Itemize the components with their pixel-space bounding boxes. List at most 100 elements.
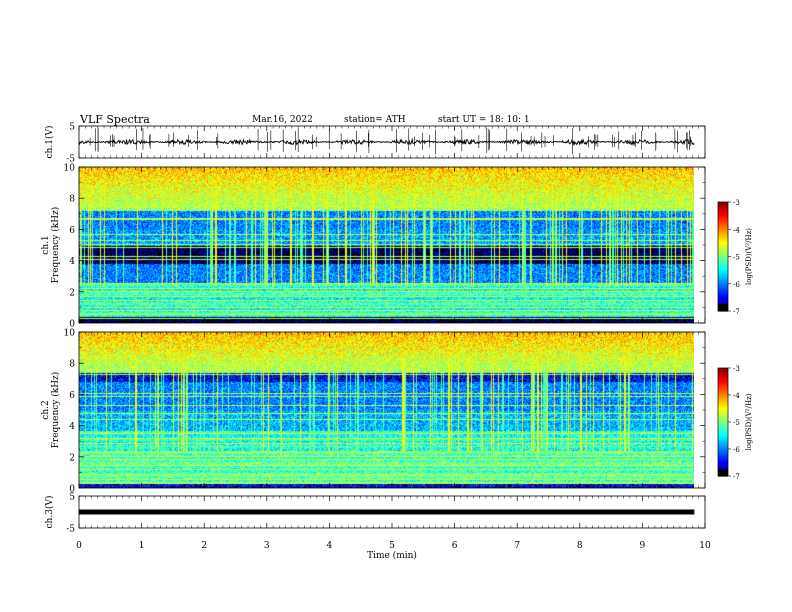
y-tick-label: 2 <box>69 453 75 463</box>
y-tick-label: 5 <box>69 493 75 503</box>
y-axis-label: ch.3(V) <box>44 496 55 529</box>
colorbar-swatch <box>718 441 728 445</box>
colorbar-swatch <box>718 278 728 281</box>
x-tick-label: 1 <box>139 541 145 551</box>
colorbar-swatch <box>718 283 728 287</box>
colorbar-swatch <box>718 254 728 258</box>
colorbar-swatch <box>718 369 728 373</box>
colorbar-swatch <box>718 418 728 421</box>
x-axis-label: Time (min) <box>367 550 417 561</box>
colorbar-swatch <box>718 386 728 389</box>
colorbar-swatch <box>718 461 728 464</box>
colorbar-swatch <box>718 467 728 470</box>
y-tick-label: 2 <box>69 288 75 298</box>
colorbar-swatch <box>718 463 728 466</box>
ch3-waveform-trace <box>79 509 695 515</box>
colorbar-swatch <box>718 398 728 401</box>
y-tick-label: -5 <box>66 525 75 535</box>
colorbar-swatch <box>718 223 728 227</box>
colorbar-swatch <box>718 258 728 261</box>
colorbar-swatch <box>718 405 728 409</box>
colorbar-tick-label: -6 <box>733 446 740 454</box>
ch1-spectrogram-canvas <box>79 167 694 323</box>
colorbar-swatch <box>718 214 728 218</box>
ch2-colorbar: -3 -4 -5 -6 -7 log(PSD)(V²/Hz) <box>717 365 753 481</box>
colorbar-swatch <box>718 384 728 387</box>
y-tick-label: 4 <box>69 257 75 267</box>
y-tick-label: -5 <box>66 155 75 165</box>
colorbar-swatch <box>718 393 728 396</box>
y-tick-label: 0 <box>69 320 75 330</box>
colorbar-swatch <box>718 389 728 392</box>
colorbar-swatch <box>718 400 728 403</box>
colorbar-swatch <box>718 378 728 382</box>
ch2-spectrogram <box>79 332 694 488</box>
colorbar-swatch <box>718 443 728 446</box>
y-tick-label: 6 <box>69 391 75 401</box>
colorbar-swatch <box>718 292 728 296</box>
colorbar-swatch <box>718 459 728 463</box>
colorbar-swatch <box>718 267 728 270</box>
colorbar-swatch <box>718 285 728 288</box>
colorbar-swatch <box>718 263 728 267</box>
colorbar-swatch <box>718 252 728 256</box>
colorbar-swatch <box>718 429 728 432</box>
colorbar-swatch <box>718 391 728 394</box>
colorbar-tick-label: -5 <box>733 254 740 262</box>
colorbar-tick-label: -3 <box>733 199 740 207</box>
colorbar-swatch <box>718 427 728 430</box>
colorbar-swatch <box>718 274 728 278</box>
colorbar-swatch <box>718 296 728 299</box>
colorbar-swatch <box>718 422 728 425</box>
y-tick-label: 8 <box>69 195 75 205</box>
y-axis-label: Frequency (kHz) <box>50 207 61 284</box>
x-tick-label: 8 <box>577 541 583 551</box>
colorbar-tick-label: -5 <box>733 419 740 427</box>
colorbar-swatch <box>718 211 728 214</box>
y-tick-label: 4 <box>69 422 75 432</box>
colorbar-swatch <box>718 468 728 472</box>
ch2-spectrogram-canvas <box>79 332 694 488</box>
colorbar-swatch <box>718 265 728 268</box>
y-axis-label: ch.2 <box>41 400 51 419</box>
colorbar-swatch <box>718 454 728 457</box>
y-tick-label: 8 <box>69 360 75 370</box>
x-tick-label: 9 <box>640 541 646 551</box>
y-axis-label: ch.1(V) <box>44 126 55 159</box>
colorbar-swatch <box>718 271 728 274</box>
colorbar-tick-label: -3 <box>733 365 740 373</box>
colorbar-swatch <box>718 368 728 371</box>
colorbar-swatch <box>718 298 728 301</box>
colorbar-swatch <box>718 281 728 285</box>
colorbar-swatch <box>718 238 728 241</box>
colorbar-swatch <box>718 269 728 272</box>
colorbar-swatch <box>718 243 728 247</box>
colorbar-swatch <box>718 432 728 436</box>
colorbar-swatch <box>718 203 728 207</box>
colorbar-swatch <box>718 229 728 232</box>
colorbar-swatch <box>718 276 728 279</box>
colorbar-swatch <box>718 303 728 307</box>
y-axis-label: ch.1 <box>41 235 51 254</box>
y-tick-label: 5 <box>69 123 75 133</box>
colorbar-swatch <box>718 452 728 455</box>
colorbar-swatch <box>718 260 728 263</box>
ch3-waveform <box>79 509 695 515</box>
colorbar-swatch <box>718 474 728 477</box>
colorbar-swatch <box>718 436 728 439</box>
colorbar-tick-label: -6 <box>733 281 740 289</box>
colorbar-swatch <box>718 305 728 308</box>
ch1-spectrogram-image <box>79 167 694 323</box>
colorbar-swatch <box>718 227 728 230</box>
colorbar-swatch <box>718 375 728 378</box>
colorbar-swatch <box>718 447 728 450</box>
colorbar-swatch <box>718 445 728 448</box>
colorbar-swatch <box>718 416 728 419</box>
y-tick-label: 0 <box>69 485 75 495</box>
x-tick-label: 2 <box>201 541 207 551</box>
colorbar-swatch <box>718 247 728 250</box>
colorbar-swatch <box>718 470 728 473</box>
colorbar-swatch <box>718 434 728 437</box>
x-tick-label: 0 <box>76 541 82 551</box>
